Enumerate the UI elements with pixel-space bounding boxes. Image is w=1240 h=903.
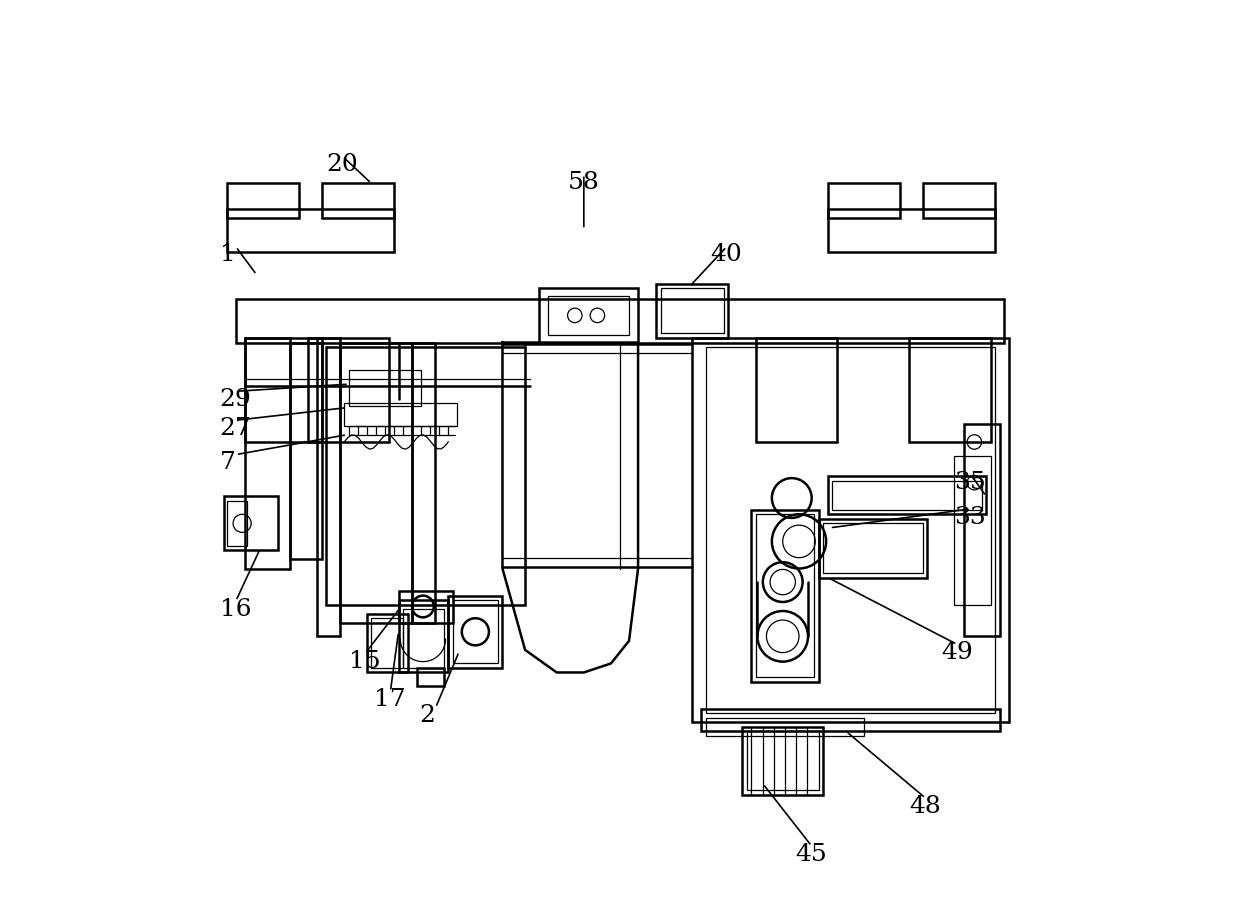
Bar (367, 614, 408, 673)
Bar (403, 610, 444, 668)
Bar (909, 339, 991, 442)
Bar (661, 289, 724, 334)
Bar (345, 404, 458, 426)
Bar (417, 668, 444, 686)
Bar (412, 343, 435, 623)
Bar (227, 209, 394, 253)
Bar (398, 591, 453, 623)
Bar (755, 515, 815, 677)
Text: 29: 29 (219, 387, 252, 411)
Bar (244, 339, 290, 569)
Bar (751, 510, 818, 682)
Bar (236, 300, 1004, 343)
Text: 45: 45 (795, 842, 827, 865)
Bar (823, 524, 923, 573)
Bar (656, 284, 728, 339)
Text: 48: 48 (909, 794, 941, 817)
Bar (702, 709, 999, 731)
Text: 33: 33 (955, 505, 986, 528)
Bar (317, 339, 340, 637)
Bar (832, 481, 982, 510)
Text: 49: 49 (941, 640, 972, 664)
Bar (224, 497, 278, 551)
Bar (746, 731, 818, 790)
Bar (818, 519, 928, 578)
Text: 35: 35 (955, 470, 986, 494)
Text: 40: 40 (711, 243, 743, 266)
Bar (227, 184, 299, 219)
Bar (372, 619, 403, 668)
Bar (321, 184, 394, 219)
Bar (828, 184, 900, 219)
Bar (828, 477, 986, 515)
Bar (244, 339, 321, 442)
Text: 27: 27 (219, 416, 252, 440)
Bar (955, 456, 991, 605)
Bar (706, 348, 996, 713)
Text: 16: 16 (219, 597, 252, 620)
Text: 17: 17 (374, 687, 405, 711)
Text: 2: 2 (419, 703, 435, 727)
Bar (538, 289, 639, 343)
Bar (742, 727, 823, 795)
Text: 1: 1 (219, 243, 236, 266)
Bar (326, 348, 525, 605)
Bar (290, 343, 321, 560)
Bar (308, 339, 389, 442)
Bar (448, 596, 502, 668)
Text: 58: 58 (568, 171, 599, 194)
Bar (706, 718, 864, 736)
Bar (692, 339, 1008, 722)
Bar (755, 339, 837, 442)
Text: 20: 20 (326, 153, 358, 176)
Bar (398, 600, 448, 673)
Text: 7: 7 (219, 451, 236, 474)
Bar (828, 209, 996, 253)
Bar (548, 296, 629, 336)
Bar (453, 600, 498, 664)
Bar (963, 424, 999, 637)
Bar (227, 501, 247, 546)
Bar (348, 370, 422, 406)
Bar (923, 184, 996, 219)
Text: 15: 15 (348, 649, 381, 673)
Bar (340, 343, 412, 623)
